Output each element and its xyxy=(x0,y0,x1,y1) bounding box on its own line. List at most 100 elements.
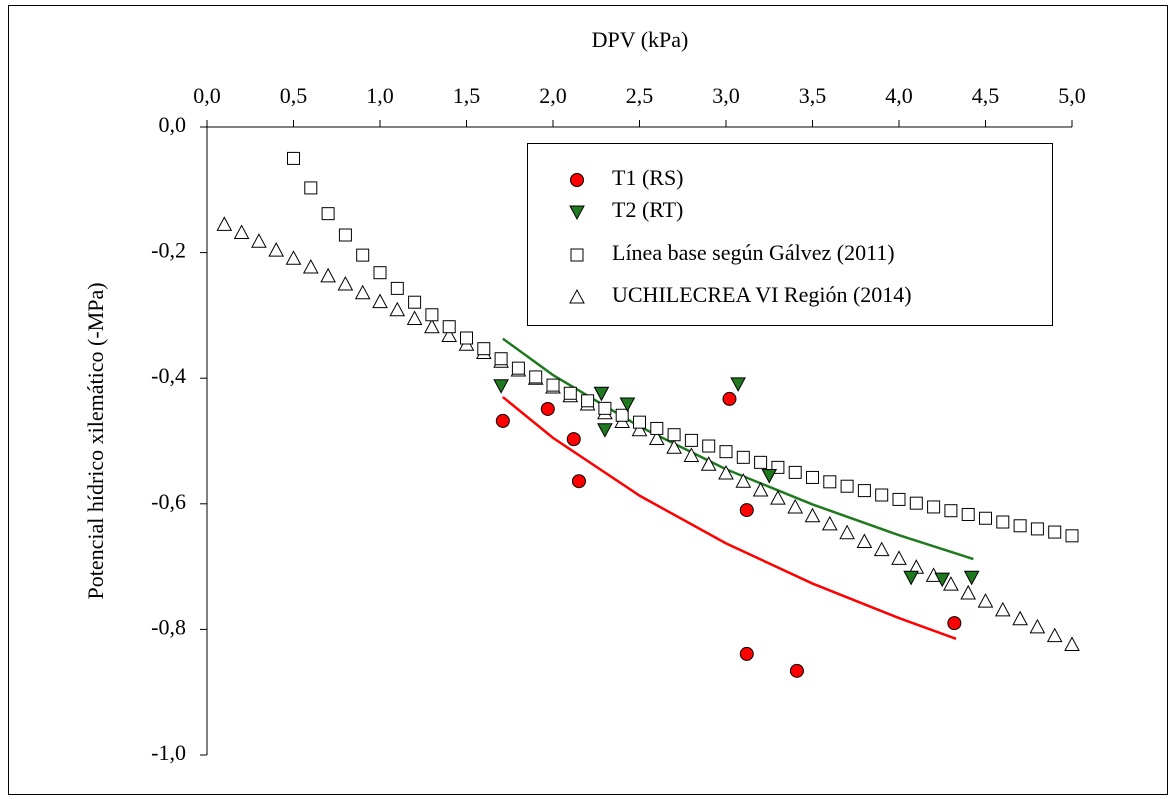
legend-label: T2 (RT) xyxy=(612,197,683,222)
point xyxy=(1012,610,1028,626)
point xyxy=(823,475,837,489)
point xyxy=(702,439,716,453)
x-tick-label: 2,5 xyxy=(626,83,654,108)
point xyxy=(633,415,646,429)
point xyxy=(304,181,318,195)
point xyxy=(546,378,560,392)
point xyxy=(373,266,387,280)
legend-marker xyxy=(569,205,585,221)
y-axis-title: Potencial hídrico xilemático (-MPa) xyxy=(83,282,108,599)
y-tick-label: -0,8 xyxy=(151,614,186,639)
point xyxy=(511,361,525,375)
legend-label: T1 (RS) xyxy=(612,165,684,190)
point xyxy=(927,500,941,514)
point xyxy=(495,413,510,428)
point xyxy=(891,550,907,565)
point xyxy=(719,445,733,459)
point xyxy=(735,473,752,488)
point xyxy=(285,250,302,265)
x-tick-label: 5,0 xyxy=(1058,83,1086,108)
point xyxy=(251,233,267,248)
y-tick-label: -1,0 xyxy=(151,740,186,765)
point xyxy=(648,430,665,445)
legend-box xyxy=(527,143,1053,326)
point xyxy=(700,456,717,471)
x-axis-title: DPV (kPa) xyxy=(592,27,689,52)
x-tick-label: 4,0 xyxy=(885,83,913,108)
point xyxy=(787,498,804,514)
point xyxy=(684,433,698,447)
point xyxy=(389,301,406,317)
point xyxy=(903,570,919,586)
point xyxy=(529,370,543,384)
point xyxy=(839,524,855,540)
point xyxy=(287,151,300,165)
point xyxy=(581,394,595,408)
point xyxy=(354,284,371,300)
point xyxy=(789,663,804,678)
point xyxy=(571,474,586,489)
legend-label: UCHILECREA VI Región (2014) xyxy=(612,282,912,307)
point xyxy=(216,216,233,231)
point xyxy=(770,490,786,505)
point xyxy=(540,401,555,416)
point xyxy=(788,465,802,479)
point xyxy=(840,479,854,493)
point xyxy=(1064,636,1080,651)
point xyxy=(730,377,746,392)
point xyxy=(979,511,992,525)
x-tick-label: 1,5 xyxy=(453,83,481,108)
x-tick-label: 3,5 xyxy=(799,83,827,108)
x-tick-label: 0,5 xyxy=(280,83,308,108)
point xyxy=(1046,627,1063,643)
point xyxy=(1030,522,1044,536)
point xyxy=(752,481,769,497)
point xyxy=(856,533,873,548)
point xyxy=(631,421,648,437)
point xyxy=(909,496,923,510)
point xyxy=(947,616,962,631)
point xyxy=(321,207,335,221)
point xyxy=(761,469,778,484)
point xyxy=(875,488,889,502)
point xyxy=(320,267,336,283)
point xyxy=(566,432,581,447)
x-tick-label: 1,0 xyxy=(366,83,394,108)
point xyxy=(739,646,754,661)
x-tick-label: 2,0 xyxy=(539,83,567,108)
point xyxy=(722,391,737,406)
point xyxy=(356,248,370,262)
point xyxy=(650,421,664,435)
point xyxy=(934,572,951,588)
point xyxy=(996,515,1010,529)
point xyxy=(372,293,388,309)
point xyxy=(268,242,285,257)
x-tick-label: 4,5 xyxy=(972,83,1000,108)
point xyxy=(441,327,458,342)
point xyxy=(406,310,423,326)
point xyxy=(963,570,980,586)
point xyxy=(667,428,681,442)
point xyxy=(821,515,838,531)
point xyxy=(1065,529,1079,543)
point xyxy=(424,318,440,334)
legend-label: Línea base según Gálvez (2011) xyxy=(612,240,895,265)
point xyxy=(1029,618,1046,634)
point xyxy=(619,397,636,413)
point xyxy=(563,386,577,400)
point xyxy=(718,464,734,480)
point xyxy=(615,408,629,422)
point xyxy=(598,401,612,415)
point xyxy=(1013,519,1027,533)
y-tick-label: -0,2 xyxy=(151,238,186,263)
point xyxy=(493,379,509,394)
point xyxy=(961,507,975,521)
point xyxy=(943,576,959,591)
y-tick-label: -0,4 xyxy=(151,363,186,388)
point xyxy=(806,470,819,484)
point xyxy=(390,281,404,295)
point xyxy=(857,484,871,498)
legend-marker xyxy=(570,248,584,262)
point xyxy=(494,352,508,366)
point xyxy=(892,492,906,506)
